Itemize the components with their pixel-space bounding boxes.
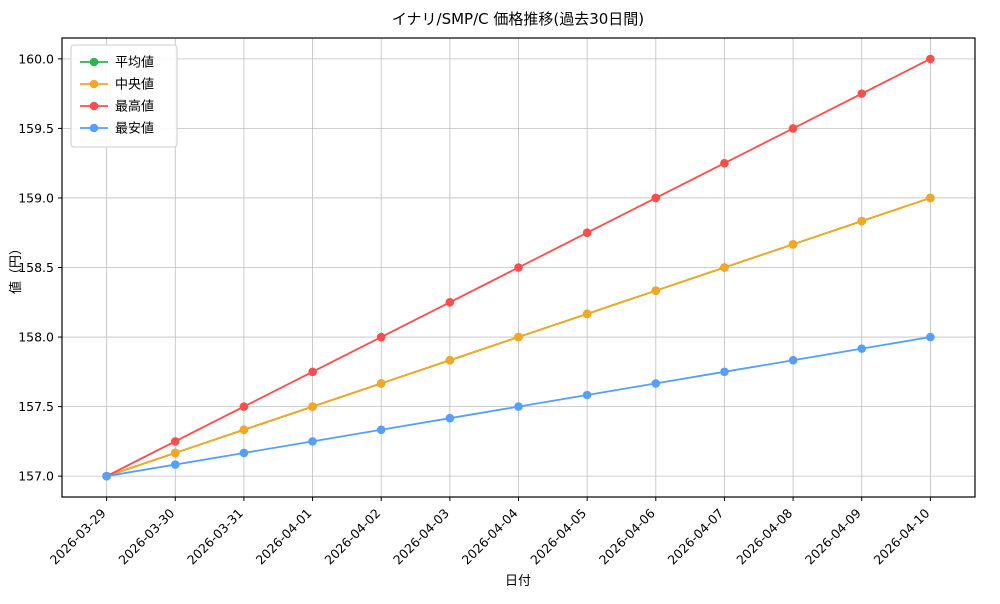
legend-marker-max-icon [89,101,99,111]
x-tick-label: 2026-04-03 [390,506,452,568]
series-marker-median [788,240,798,249]
series-marker-min [308,437,317,446]
legend-label-median: 中央値 [115,77,154,93]
x-tick-label: 2026-04-07 [665,506,727,568]
series-marker-median [857,216,867,226]
x-tick-label: 2026-04-08 [733,505,795,567]
x-axis-label: 日付 [505,574,531,589]
series-marker-max [651,193,661,203]
y-tick-label: 160.0 [18,51,54,66]
x-tick-label: 2026-04-06 [596,505,658,567]
y-tick-label: 159.5 [18,121,54,136]
series-marker-max [376,332,386,342]
series-marker-median [582,309,592,319]
legend-label-min: 最安値 [115,121,154,137]
series-marker-max [445,297,455,307]
legend-label-mean: 平均値 [115,55,154,71]
series-marker-median [651,286,661,295]
x-tick-label: 2026-04-05 [527,506,589,568]
x-tick-label: 2026-03-30 [115,505,177,567]
series-marker-max [239,402,249,411]
x-tick-label: 2026-04-04 [459,505,521,567]
legend-item-mean: 平均値 [80,55,154,71]
series-marker-min [788,355,798,365]
series-marker-median [514,332,523,342]
series-marker-median [308,402,317,411]
series-marker-max [582,228,592,238]
series-marker-min [857,344,867,353]
legend-marker-min-icon [89,123,99,133]
series-marker-min [926,332,935,342]
y-tick-label: 158.5 [18,260,54,275]
series-marker-max [720,158,729,168]
series-marker-min [582,390,592,400]
series-marker-min [376,425,386,435]
x-tick-label: 2026-04-01 [253,506,315,568]
series-marker-max [170,437,180,446]
legend-marker-median-icon [89,79,99,89]
series-marker-min [239,448,249,458]
x-tick-label: 2026-03-29 [47,505,109,567]
series-marker-max [926,54,935,64]
series-marker-max [514,263,523,272]
y-axis-label: 値（円） [8,242,24,294]
y-tick-label: 158.0 [18,330,54,345]
y-tick-label: 157.5 [18,399,54,414]
series-marker-max [857,89,867,98]
series-marker-min [445,413,455,423]
series-marker-max [788,124,798,133]
legend-item-max: 最高値 [80,99,154,115]
series-marker-min [514,402,523,411]
series-marker-min [651,379,661,388]
chart-title: イナリ/SMP/C 価格推移(過去30日間) [392,10,644,28]
legend-marker-mean-icon [89,57,99,67]
x-tick-label: 2026-03-31 [184,506,246,568]
legend-box [70,44,178,148]
legend-item-min: 最安値 [80,121,154,137]
series-marker-median [170,448,180,458]
series-marker-max [308,367,317,377]
legend-item-median: 中央値 [80,77,154,93]
series-marker-min [720,367,729,377]
y-tick-label: 157.0 [18,469,54,484]
legend-label-max: 最高値 [115,99,154,115]
series-marker-median [445,355,455,365]
x-tick-label: 2026-04-02 [321,506,383,568]
series-marker-median [239,425,249,435]
series-marker-median [376,379,386,388]
x-tick-label: 2026-04-09 [802,505,864,567]
series-marker-median [926,193,935,203]
series-marker-min [102,471,111,481]
x-tick-label: 2026-04-10 [871,505,933,567]
series-marker-median [720,263,729,272]
series-layer [102,54,935,481]
y-tick-label: 159.0 [18,190,54,205]
series-marker-min [170,460,180,469]
